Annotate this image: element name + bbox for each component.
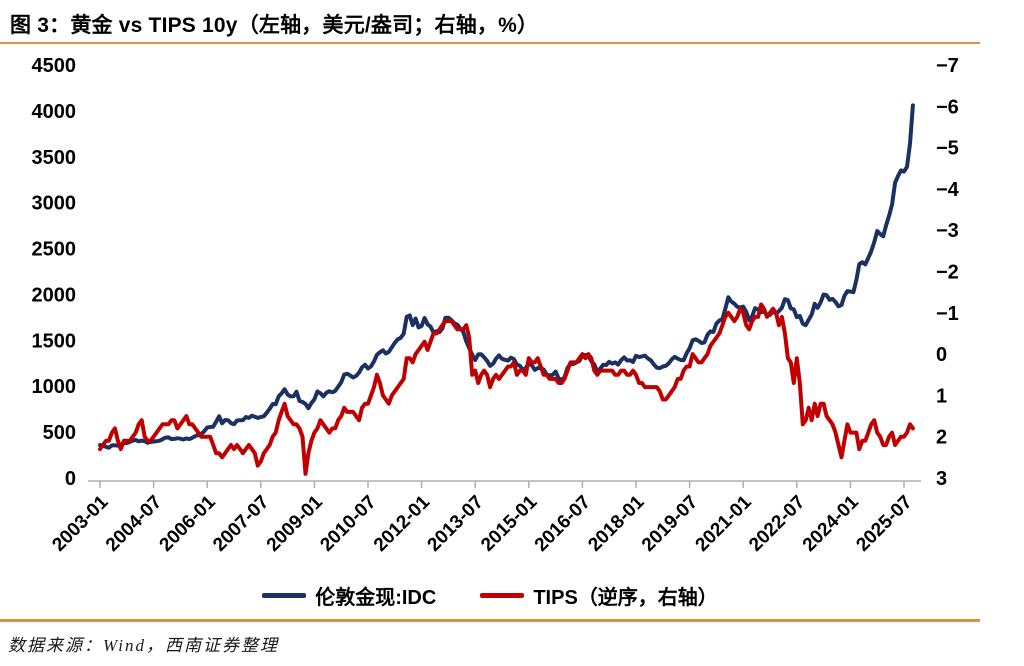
x-axis-tick: 2019-07 [638,492,702,556]
left-axis-tick: 4000 [32,101,77,123]
x-axis-tick: 2016-07 [531,492,595,556]
left-axis-tick: 500 [43,422,76,444]
left-axis-tick: 3000 [32,193,77,215]
right-axis-tick: −4 [936,179,960,201]
x-axis-tick: 2007-07 [209,492,273,556]
legend-label-gold: 伦敦金现:IDC [315,586,437,609]
legend-item-gold: 伦敦金现:IDC [262,581,436,610]
left-axis-tick: 4500 [32,55,77,77]
legend-item-tips: TIPS（逆序，右轴） [480,581,718,610]
left-axis-tick: 2500 [32,239,77,261]
right-axis-tick: 2 [936,427,947,449]
figure-title: 图 3：黄金 vs TIPS 10y（左轴，美元/盎司；右轴，%） [10,14,539,37]
x-axis-tick: 2015-01 [477,491,541,555]
right-axis-tick-labels: −7 −6 −5 −4 −3 −2 −1 0 1 2 3 [936,55,960,490]
tips-yield-line [98,302,915,476]
legend-label-tips: TIPS（逆序，右轴） [533,586,718,609]
x-axis-tick-labels: 2003-012004-072006-012007-072009-012010-… [48,491,916,555]
x-axis-tick: 2025-07 [852,492,916,556]
x-axis [88,480,921,488]
right-axis-tick: −2 [936,262,959,284]
x-axis-tick: 2006-01 [156,491,220,555]
right-axis-tick: 3 [936,468,947,490]
x-axis-tick: 2018-01 [584,491,648,555]
right-axis-tick: −7 [936,55,959,77]
chart-series [98,103,915,476]
x-axis-tick: 2004-07 [102,492,166,556]
chart-legend: 伦敦金现:IDC TIPS（逆序，右轴） [0,581,980,610]
left-axis-tick: 3500 [32,147,77,169]
right-axis-tick: −1 [936,303,959,325]
right-axis-tick: −6 [936,96,959,118]
x-axis-tick: 2013-07 [424,492,488,556]
x-axis-tick: 2010-07 [316,492,380,556]
right-axis-tick: −3 [936,220,959,242]
x-axis-tick: 2012-01 [370,491,434,555]
tips-line-swatch [480,592,525,598]
footer-divider [0,619,980,622]
left-axis-tick: 1000 [32,376,77,398]
right-axis-tick: −5 [936,138,959,160]
x-axis-tick: 2022-07 [745,492,809,556]
left-axis-tick: 0 [65,468,76,490]
left-axis-tick-labels: 4500 4000 3500 3000 2500 2000 1500 1000 500 0 [32,55,77,490]
x-axis-tick: 2024-01 [799,491,863,555]
data-source: 数据来源：Wind，西南证券整理 [8,636,279,655]
right-axis-tick: 1 [936,385,947,407]
left-axis-tick: 2000 [32,284,77,306]
gold-line-swatch [262,592,307,598]
x-axis-tick: 2003-01 [48,491,112,555]
right-axis-tick: 0 [936,344,947,366]
x-axis-tick: 2009-01 [263,491,327,555]
gold-price-line [98,103,915,450]
title-divider [0,42,980,44]
x-axis-tick: 2021-01 [692,491,756,555]
left-axis-tick: 1500 [32,330,77,352]
